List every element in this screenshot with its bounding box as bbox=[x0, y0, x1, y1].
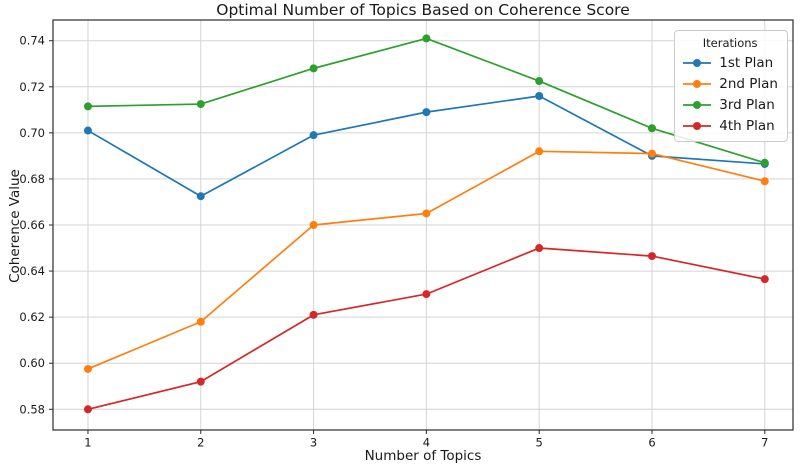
legend-line-marker-icon bbox=[683, 79, 712, 88]
series-marker bbox=[83, 405, 92, 414]
legend-item: 3rd Plan bbox=[682, 94, 778, 115]
series-marker bbox=[83, 102, 92, 111]
y-tick-label: 0.58 bbox=[19, 402, 45, 416]
series-marker bbox=[309, 131, 318, 140]
y-tick-label: 0.64 bbox=[19, 264, 45, 278]
legend-items: 1st Plan 2nd Plan 3rd Plan 4th Plan bbox=[682, 52, 778, 136]
legend-title: Iterations bbox=[702, 36, 758, 50]
series-marker bbox=[760, 275, 769, 284]
series-marker bbox=[83, 126, 92, 135]
x-tick-label: 3 bbox=[310, 436, 317, 450]
y-tick-label: 0.74 bbox=[19, 34, 45, 48]
legend-item-label: 1st Plan bbox=[719, 54, 774, 71]
legend-item-label: 2nd Plan bbox=[719, 75, 778, 92]
series-marker bbox=[196, 100, 205, 109]
series-marker bbox=[309, 221, 318, 229]
legend: Iterations 1st Plan 2nd Plan 3rd Plan 4th P… bbox=[674, 30, 788, 142]
y-tick-label: 0.70 bbox=[19, 126, 45, 140]
series-marker bbox=[422, 290, 431, 299]
series-marker bbox=[535, 92, 544, 101]
series-marker bbox=[309, 310, 318, 319]
series-marker bbox=[83, 364, 92, 373]
series-marker bbox=[196, 192, 205, 201]
y-tick-label: 0.66 bbox=[19, 218, 45, 232]
legend-item-label: 3rd Plan bbox=[719, 96, 775, 113]
legend-item: 1st Plan bbox=[682, 52, 778, 73]
x-tick-label: 1 bbox=[84, 436, 91, 450]
series-marker bbox=[760, 177, 769, 186]
series-marker bbox=[760, 158, 769, 167]
series-marker bbox=[422, 209, 431, 218]
legend-item: 2nd Plan bbox=[682, 73, 778, 94]
y-tick-label: 0.72 bbox=[19, 80, 45, 94]
series-marker bbox=[422, 34, 431, 43]
series-marker bbox=[422, 108, 431, 117]
legend-line-marker-icon bbox=[683, 121, 712, 130]
series-marker bbox=[196, 317, 205, 326]
series-marker bbox=[196, 377, 205, 386]
legend-line-marker-icon bbox=[683, 58, 712, 67]
legend-item: 4th Plan bbox=[682, 115, 778, 136]
x-tick-label: 4 bbox=[423, 436, 430, 450]
x-tick-label: 7 bbox=[761, 436, 768, 450]
series-marker bbox=[535, 147, 544, 156]
series-marker bbox=[647, 124, 656, 133]
y-tick-label: 0.62 bbox=[19, 310, 45, 324]
series-marker bbox=[535, 244, 544, 253]
legend-item-label: 4th Plan bbox=[719, 117, 775, 134]
x-tick-label: 5 bbox=[536, 436, 543, 450]
x-tick-label: 2 bbox=[197, 436, 204, 450]
chart-title: Optimal Number of Topics Based on Cohere… bbox=[216, 1, 630, 19]
x-tick-label: 6 bbox=[648, 436, 655, 450]
legend-line-marker-icon bbox=[683, 100, 712, 109]
series-marker bbox=[309, 64, 318, 73]
series-marker bbox=[647, 252, 656, 261]
y-tick-label: 0.68 bbox=[19, 172, 45, 186]
series-marker bbox=[647, 149, 656, 158]
x-axis-label: Number of Topics bbox=[364, 448, 482, 464]
y-tick-label: 0.60 bbox=[19, 356, 45, 370]
series-marker bbox=[535, 77, 544, 86]
